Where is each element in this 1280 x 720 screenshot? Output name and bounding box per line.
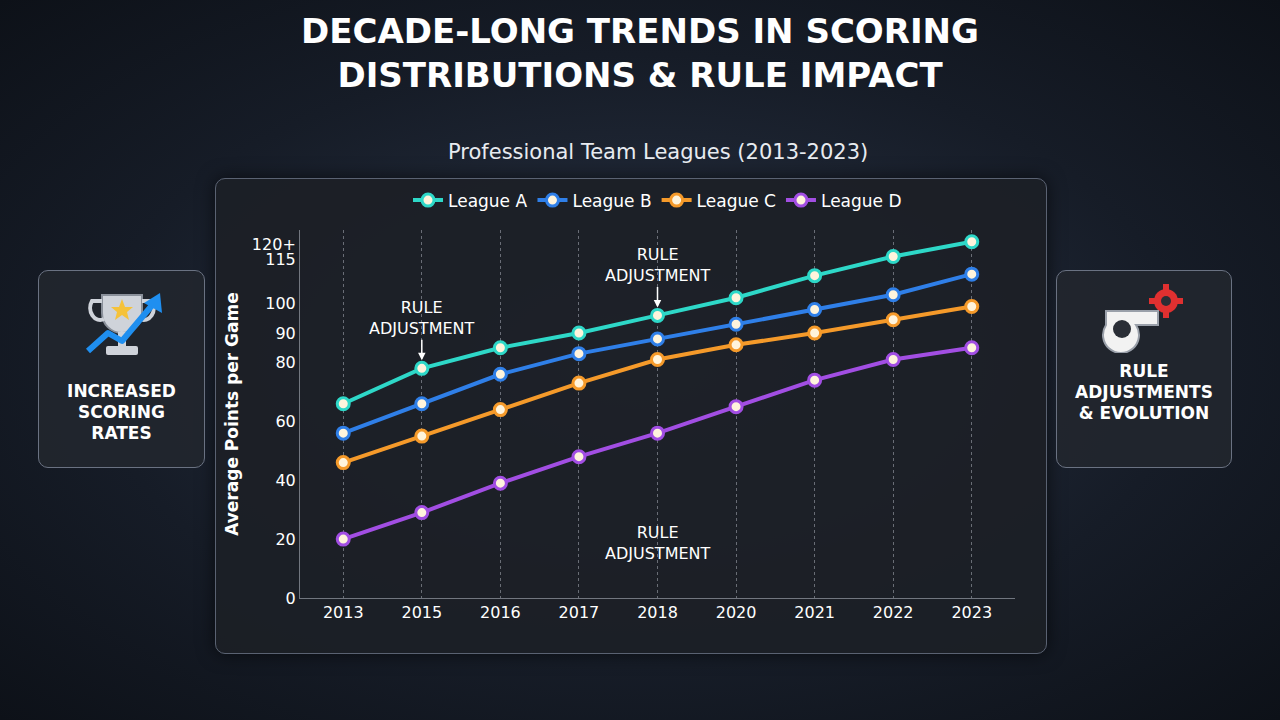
svg-text:Average Points per Game: Average Points per Game: [222, 292, 242, 536]
svg-text:League B: League B: [572, 191, 651, 211]
svg-text:Professional Team Leagues (201: Professional Team Leagues (2013-2023): [448, 140, 868, 164]
svg-text:100: 100: [265, 294, 296, 313]
svg-text:2020: 2020: [716, 603, 757, 622]
svg-text:20: 20: [275, 530, 295, 549]
svg-text:120+: 120+: [252, 235, 296, 254]
svg-text:League C: League C: [697, 191, 776, 211]
svg-text:80: 80: [275, 353, 295, 372]
html-text:INCREASED SCORING RATES: INCREASED SCORING RATES: [67, 381, 176, 443]
svg-text:DECADE-LONG TRENDS IN SCORINGD: DECADE-LONG TRENDS IN SCORINGDISTRIBUTIO…: [301, 11, 979, 95]
svg-text:League A: League A: [448, 191, 527, 211]
svg-text:RULEADJUSTMENT: RULEADJUSTMENT: [605, 245, 711, 285]
svg-text:40: 40: [275, 471, 295, 490]
svg-text:2022: 2022: [873, 603, 914, 622]
html-text:RULE ADJUSTMENTS & EVOLUTION: RULE ADJUSTMENTS & EVOLUTION: [1075, 361, 1213, 423]
svg-text:2021: 2021: [794, 603, 835, 622]
svg-text:2018: 2018: [637, 603, 678, 622]
svg-text:90: 90: [275, 324, 295, 343]
svg-text:2017: 2017: [559, 603, 600, 622]
svg-text:2016: 2016: [480, 603, 521, 622]
svg-text:RULEADJUSTMENT: RULEADJUSTMENT: [369, 298, 475, 338]
svg-text:2013: 2013: [323, 603, 364, 622]
svg-text:60: 60: [275, 412, 295, 431]
svg-text:115: 115: [265, 250, 296, 269]
svg-text:League D: League D: [821, 191, 902, 211]
svg-text:2015: 2015: [401, 603, 442, 622]
svg-text:0: 0: [286, 589, 296, 608]
svg-text:RULEADJUSTMENT: RULEADJUSTMENT: [605, 523, 711, 563]
svg-text:2023: 2023: [951, 603, 992, 622]
